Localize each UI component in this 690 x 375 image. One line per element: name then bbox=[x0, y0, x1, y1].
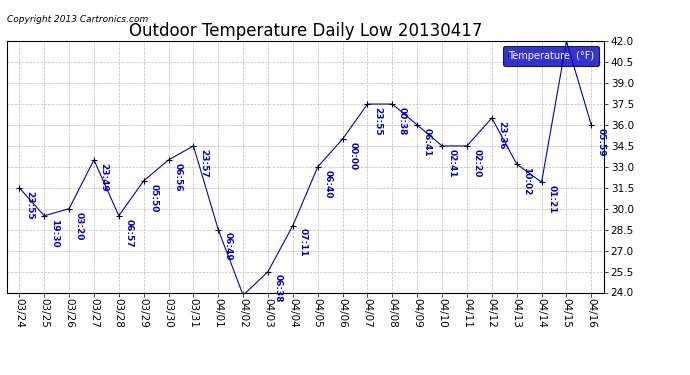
Text: 03:20: 03:20 bbox=[75, 211, 83, 240]
Text: 02:41: 02:41 bbox=[448, 149, 457, 177]
Legend: Temperature  (°F): Temperature (°F) bbox=[503, 46, 599, 66]
Text: 05:50: 05:50 bbox=[149, 184, 158, 212]
Text: 02:20: 02:20 bbox=[473, 149, 482, 177]
Text: 00:00: 00:00 bbox=[348, 142, 357, 170]
Text: 06:57: 06:57 bbox=[124, 219, 133, 247]
Text: 23:49: 23:49 bbox=[99, 163, 108, 192]
Text: 23:36: 23:36 bbox=[497, 121, 506, 149]
Text: 00:38: 00:38 bbox=[398, 107, 407, 135]
Text: 06:41: 06:41 bbox=[423, 128, 432, 156]
Text: 23:55: 23:55 bbox=[373, 107, 382, 135]
Text: 06:31: 06:31 bbox=[0, 374, 1, 375]
Text: 06:40: 06:40 bbox=[324, 170, 333, 198]
Title: Outdoor Temperature Daily Low 20130417: Outdoor Temperature Daily Low 20130417 bbox=[128, 22, 482, 40]
Text: 23:57: 23:57 bbox=[199, 149, 208, 177]
Text: 07:11: 07:11 bbox=[299, 228, 308, 257]
Text: 19:30: 19:30 bbox=[50, 219, 59, 247]
Text: 06:56: 06:56 bbox=[174, 163, 183, 191]
Text: 06:38: 06:38 bbox=[273, 274, 283, 303]
Text: Copyright 2013 Cartronics.com: Copyright 2013 Cartronics.com bbox=[7, 15, 148, 24]
Text: 10:02: 10:02 bbox=[522, 167, 531, 195]
Text: 06:49: 06:49 bbox=[224, 232, 233, 261]
Text: 01:21: 01:21 bbox=[547, 185, 556, 213]
Text: 23:55: 23:55 bbox=[25, 190, 34, 219]
Text: 05:59: 05:59 bbox=[597, 128, 606, 156]
